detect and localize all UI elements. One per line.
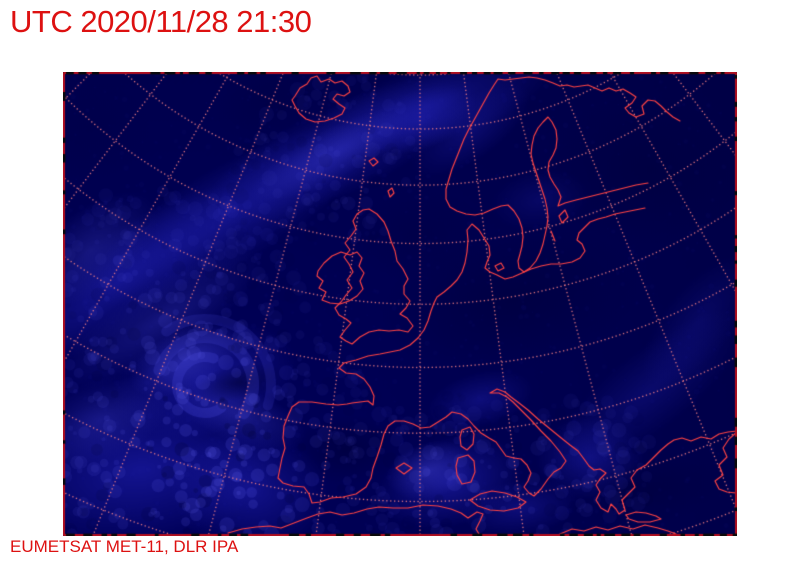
satellite-map — [63, 72, 737, 536]
credit-label: EUMETSAT MET-11, DLR IPA — [10, 537, 239, 556]
timestamp-title: UTC 2020/11/28 21:30 — [10, 4, 312, 39]
satellite-image-canvas — [63, 72, 737, 536]
